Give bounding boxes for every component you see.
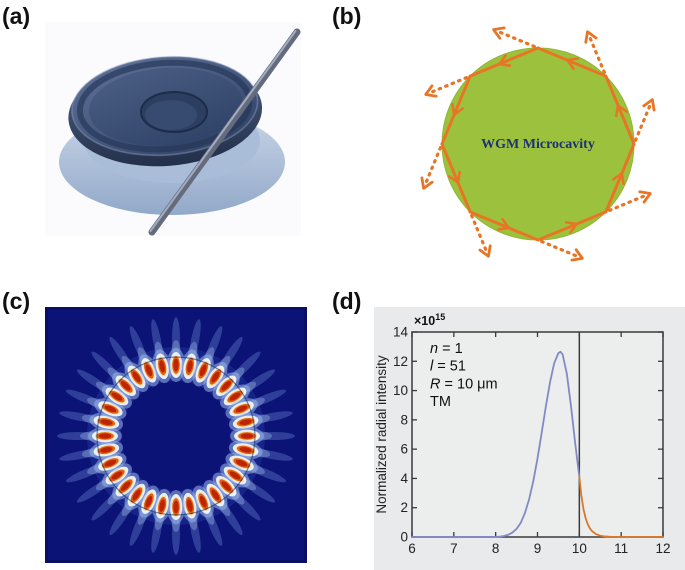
svg-text:7: 7: [450, 541, 458, 556]
wgm-microcavity-label: WGM Microcavity: [481, 137, 595, 152]
internal-reflection-path: [440, 46, 636, 242]
cavity-boundary-circle: [96, 356, 256, 516]
escaping-ray-arrows: [420, 26, 656, 262]
simulation-border: [45, 307, 307, 563]
svg-text:4: 4: [400, 471, 408, 486]
tick-labels: 6 7 8 9 10 11 12 0 2 4 6 8 10 12 14: [393, 325, 671, 557]
svg-text:6: 6: [408, 541, 416, 556]
panel-a-microtoroid-image: [45, 22, 301, 236]
svg-text:8: 8: [492, 541, 500, 556]
fiber-taper: [148, 28, 301, 236]
svg-text:12: 12: [655, 541, 670, 556]
svg-text:2: 2: [400, 500, 408, 515]
y-scale-label: ×1015: [414, 312, 445, 328]
svg-text:12: 12: [393, 354, 408, 369]
svg-text:9: 9: [534, 541, 542, 556]
svg-text:10: 10: [572, 541, 587, 556]
svg-text:11: 11: [614, 541, 628, 556]
svg-text:6: 6: [400, 442, 408, 457]
panel-d-label: (d): [332, 288, 362, 314]
svg-text:10: 10: [393, 383, 408, 398]
panel-b-label: (b): [332, 3, 362, 29]
panel-a-label: (a): [2, 3, 31, 29]
svg-text:TM: TM: [430, 394, 451, 410]
panel-c-label: (c): [2, 288, 31, 314]
svg-text:8: 8: [400, 412, 408, 427]
svg-text:14: 14: [393, 325, 409, 340]
mode-parameter-annotations: n = 1 l = 51R = 10 μm TM: [430, 341, 498, 410]
panel-c-mode-field-image: [45, 307, 307, 563]
curve-evanescent-outside: [578, 475, 664, 538]
toroid-center-hole: [140, 91, 208, 133]
curve-inside-cavity: [411, 350, 581, 538]
y-axis-title: Normalized radial intensity: [374, 355, 389, 514]
svg-text:0: 0: [400, 530, 408, 545]
svg-text:n = 1: n = 1: [430, 341, 463, 357]
panel-b-wgm-schematic: WGM Microcavity: [420, 26, 656, 262]
panel-d-radial-intensity-plot: 6 7 8 9 10 11 12 0 2 4 6 8 10 12 14 ×1015 Normalized rad…: [374, 307, 685, 570]
svg-text:l = 51: l = 51: [430, 359, 466, 375]
svg-text:R = 10 μm: R = 10 μm: [430, 376, 498, 392]
plot-frame: [411, 331, 664, 538]
